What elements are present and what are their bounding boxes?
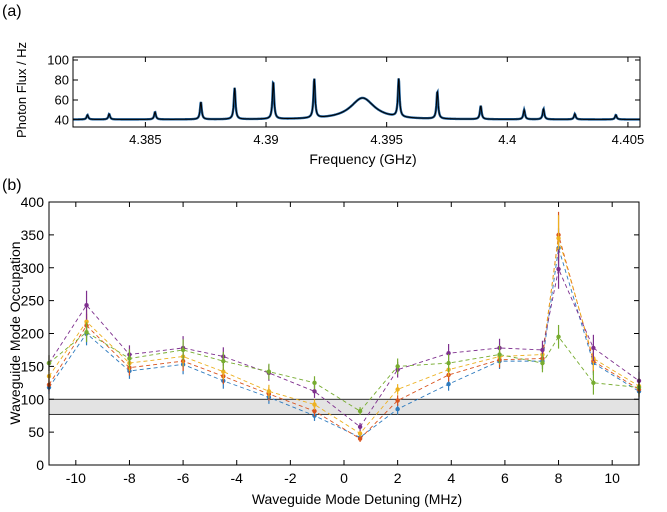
panel-b-ytick-label: 300 [21,260,45,276]
data-point [84,303,89,308]
series-line [48,247,640,438]
data-point [446,351,451,356]
panel-a: (a) Photon Flux / Hz Frequency (GHz) 4.3… [2,3,644,167]
panel-b-ytick-label: 50 [28,424,44,440]
series-3 [46,215,642,437]
panel-a-label: (a) [2,3,22,20]
data-point [221,369,226,374]
data-point [180,347,186,353]
data-point [84,329,89,335]
data-point [312,408,317,414]
panel-a-spectrum-halo [73,78,640,121]
panel-b-series [46,211,642,442]
data-point [357,408,363,414]
panel-b-xtick-label: 2 [394,470,402,486]
data-point [497,352,502,357]
panel-b-frame [48,201,640,466]
data-point [357,436,363,441]
panel-b-xtick-label: 4 [447,470,455,486]
data-point [395,398,400,403]
data-point [127,356,132,361]
data-point [357,431,363,436]
panel-a-ytick-label: 100 [47,53,69,68]
data-point [591,345,596,351]
panel-b-xtick-label: -8 [123,470,136,486]
data-point [221,358,226,364]
data-point [591,380,596,386]
panel-a-xtick-label: 4.4 [498,132,516,147]
panel-b-ytick-label: 150 [21,358,45,374]
panel-a-xtick-label: 4.385 [129,132,162,147]
panel-a-ytick-label: 80 [55,73,69,88]
panel-b-xtick-label: -2 [284,470,297,486]
panel-b-xtick-label: 10 [604,470,620,486]
panel-b-xtick-label: -4 [231,470,244,486]
data-point [556,235,561,241]
panel-a-ytick-label: 40 [55,113,69,128]
series-line [48,331,640,412]
panel-a-ytick-label: 60 [55,93,69,108]
panel-a-xtick-label: 4.39 [253,132,278,147]
data-point [556,334,561,339]
panel-a-xtick-label: 4.405 [612,132,645,147]
panel-b-xtick-label: -10 [66,470,86,486]
data-point [312,402,317,407]
data-point [357,424,363,430]
panel-b-ytick-label: 350 [21,227,45,243]
panel-a-frame [72,56,641,128]
data-point [446,381,451,387]
panel-b-xtick-label: 6 [501,470,509,486]
data-point [395,387,400,392]
panel-b: (b) Waveguide Mode Occupation Waveguide … [2,177,642,507]
data-point [540,360,545,366]
panel-b-xtick-label: -6 [177,470,190,486]
panel-a-xlabel: Frequency (GHz) [309,151,416,167]
panel-a-ticks: 4.385 4.39 4.395 4.4 4.405 40 60 80 100 [47,53,644,148]
panel-a-ylabel: Photon Flux / Hz [14,42,29,138]
panel-b-ytick-label: 100 [21,391,45,407]
data-point [395,364,400,369]
panel-b-ytick-label: 200 [21,326,45,342]
data-point [395,406,400,412]
data-point [556,266,561,272]
panel-b-ylabel: Waveguide Mode Occupation [7,241,23,424]
data-point [266,369,272,374]
data-point [84,319,89,324]
data-point [266,389,272,394]
panel-b-xtick-label: 0 [340,470,348,486]
panel-b-ytick-label: 250 [21,293,45,309]
data-point [446,360,451,366]
panel-b-ytick-label: 400 [21,194,45,210]
panel-b-xtick-label: 8 [555,470,563,486]
panel-b-xlabel: Waveguide Mode Detuning (MHz) [252,491,462,507]
data-point [312,380,317,386]
panel-a-xtick-label: 4.395 [370,132,403,147]
data-point [312,389,317,394]
panel-b-ticks: -10 -8 -6 -4 -2 0 2 4 6 8 100501001502002503003504… [21,194,639,486]
panel-b-label: (b) [2,177,22,194]
panel-a-spectrum-line [73,78,640,120]
data-point [540,347,545,353]
panel-b-ytick-label: 0 [36,457,44,473]
